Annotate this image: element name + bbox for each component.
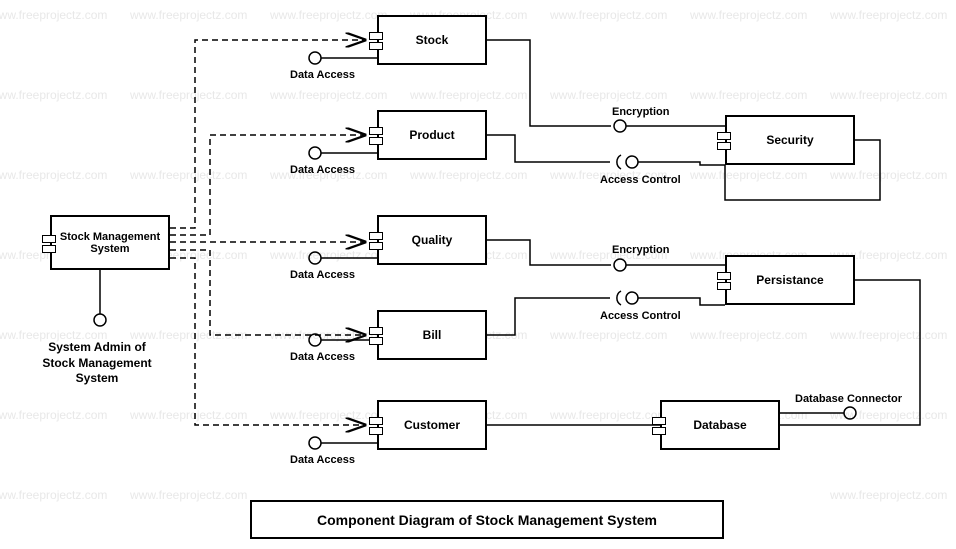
component-label: Stock Management System bbox=[56, 231, 164, 255]
label-sys-admin: System Admin of Stock Management System bbox=[32, 340, 162, 387]
component-database: Database bbox=[660, 400, 780, 450]
component-security: Security bbox=[725, 115, 855, 165]
label-encryption: Encryption bbox=[612, 244, 669, 256]
component-stock: Stock bbox=[377, 15, 487, 65]
component-product: Product bbox=[377, 110, 487, 160]
label-data-access: Data Access bbox=[290, 269, 355, 281]
component-customer: Customer bbox=[377, 400, 487, 450]
label-db-connector: Database Connector bbox=[795, 393, 902, 405]
component-label: Stock bbox=[416, 33, 449, 47]
component-icon bbox=[369, 29, 387, 51]
label-data-access: Data Access bbox=[290, 164, 355, 176]
component-label: Customer bbox=[404, 418, 460, 432]
component-label: Database bbox=[693, 418, 746, 432]
component-label: Persistance bbox=[756, 273, 823, 287]
component-main: Stock Management System bbox=[50, 215, 170, 270]
component-icon bbox=[369, 229, 387, 251]
label-encryption: Encryption bbox=[612, 106, 669, 118]
component-icon bbox=[652, 414, 670, 436]
label-data-access: Data Access bbox=[290, 69, 355, 81]
label-access-control: Access Control bbox=[600, 310, 681, 322]
component-icon bbox=[369, 324, 387, 346]
component-label: Security bbox=[766, 133, 813, 147]
label-data-access: Data Access bbox=[290, 454, 355, 466]
component-icon bbox=[369, 414, 387, 436]
component-quality: Quality bbox=[377, 215, 487, 265]
label-data-access: Data Access bbox=[290, 351, 355, 363]
component-persistance: Persistance bbox=[725, 255, 855, 305]
title-text: Component Diagram of Stock Management Sy… bbox=[317, 512, 657, 528]
component-label: Product bbox=[409, 128, 454, 142]
component-icon bbox=[717, 129, 735, 151]
component-label: Quality bbox=[412, 233, 453, 247]
component-icon bbox=[369, 124, 387, 146]
component-bill: Bill bbox=[377, 310, 487, 360]
diagram-title: Component Diagram of Stock Management Sy… bbox=[250, 500, 724, 539]
component-label: Bill bbox=[423, 328, 442, 342]
label-access-control: Access Control bbox=[600, 174, 681, 186]
component-icon bbox=[42, 232, 60, 254]
component-icon bbox=[717, 269, 735, 291]
